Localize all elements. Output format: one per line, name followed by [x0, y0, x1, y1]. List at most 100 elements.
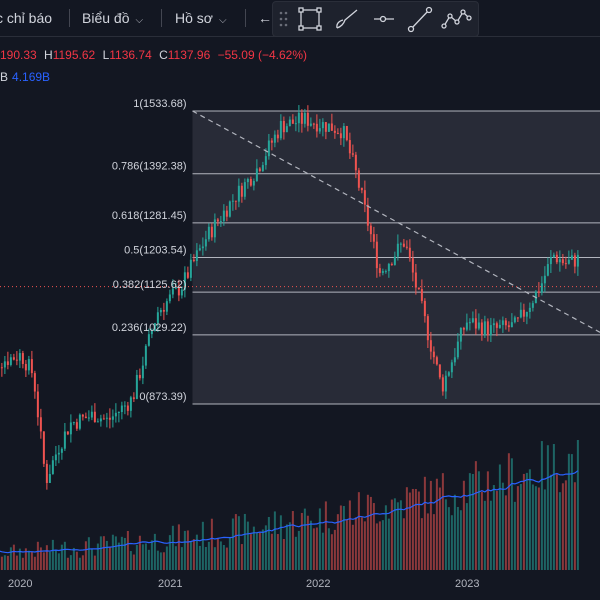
volume-bar — [453, 494, 456, 570]
candle-body — [363, 190, 366, 205]
candle-body — [330, 123, 333, 131]
volume-bar — [369, 496, 372, 570]
candle-body — [471, 318, 474, 323]
candle-body — [408, 247, 411, 259]
volume-bar — [375, 523, 378, 570]
candle-body — [501, 320, 504, 325]
pattern-tool-icon[interactable] — [441, 9, 472, 29]
brush-tool-icon[interactable] — [336, 9, 358, 29]
candle-body — [537, 291, 540, 293]
candle-body — [483, 321, 486, 336]
volume-bar — [459, 510, 462, 570]
volume-bar — [321, 532, 324, 570]
rectangle-tool-icon[interactable] — [298, 7, 322, 31]
candle-body — [126, 405, 129, 411]
fib-level-label: 1(1533.68) — [133, 98, 186, 110]
candle-body — [6, 361, 9, 365]
candle-body — [339, 133, 342, 139]
volume-bar — [528, 469, 531, 570]
candle-body — [426, 316, 429, 341]
volume-moving-average — [0, 470, 579, 554]
fib-level-label: 0.786(1392.38) — [112, 161, 187, 173]
volume-bar — [300, 512, 303, 570]
candle-body — [303, 112, 306, 124]
volume-bar — [240, 544, 243, 570]
candle-body — [150, 330, 153, 335]
candle-body — [12, 357, 15, 360]
candle-body — [132, 397, 135, 399]
drag-handle-icon[interactable] — [279, 11, 288, 27]
volume-bar — [81, 555, 84, 570]
candle-body — [90, 411, 93, 418]
fib-level-lines — [192, 110, 600, 405]
volume-bar — [363, 521, 366, 570]
volume-bar — [129, 551, 132, 570]
candle-body — [429, 340, 432, 352]
candle-body — [312, 123, 315, 125]
volume-bar — [288, 522, 291, 570]
volume-bar — [438, 487, 441, 570]
candle-body — [549, 257, 552, 265]
volume-bar — [225, 547, 228, 570]
volume-bar — [135, 545, 138, 570]
volume-bar — [348, 500, 351, 570]
candle-body — [60, 448, 63, 453]
ohlc-legend: 190.33 H1195.62 L1136.74 C1137.96 −55.09… — [0, 48, 307, 62]
volume-bar — [156, 550, 159, 570]
volume-bar — [222, 544, 225, 570]
chart-type-button[interactable]: Biểu đồ ⌵ — [82, 10, 143, 26]
volume-bar — [204, 547, 207, 570]
volume-bar — [414, 488, 417, 570]
candle-body — [492, 323, 495, 326]
volume-bar — [333, 529, 336, 570]
profile-button[interactable]: Hồ sơ ⌵ — [175, 10, 227, 26]
volume-bar — [153, 533, 156, 570]
volume-bar — [201, 521, 204, 570]
indicators-button[interactable]: c chỉ báo — [0, 10, 52, 26]
candle-body — [288, 119, 291, 127]
candle-body — [39, 417, 42, 432]
candle-body — [369, 225, 372, 235]
candle-body — [561, 259, 564, 264]
volume-bar — [462, 480, 465, 570]
volume-bar — [267, 516, 270, 570]
candle-body — [63, 431, 66, 449]
candle-body — [342, 126, 345, 139]
volume-bar — [57, 553, 60, 570]
candle-body — [366, 204, 369, 226]
volume-bar — [297, 530, 300, 570]
volume-bar — [3, 555, 6, 570]
candle-body — [372, 234, 375, 242]
candle-body — [447, 372, 450, 376]
candle-body — [387, 263, 390, 272]
trend-line-tool-icon[interactable] — [407, 6, 433, 33]
back-arrow-icon[interactable]: ← — [258, 10, 272, 26]
candle-body — [273, 134, 276, 143]
volume-legend: B 4.169B — [0, 70, 50, 84]
candle-body — [189, 259, 192, 278]
x-tick-label: 2022 — [306, 578, 331, 590]
horizontal-line-tool-icon[interactable] — [374, 15, 394, 23]
volume-bar — [549, 474, 552, 570]
volume-bar — [330, 534, 333, 570]
candle-body — [162, 309, 165, 312]
candle-body — [180, 289, 183, 296]
candle-body — [129, 397, 132, 411]
candle-body — [138, 374, 141, 379]
volume-bar — [492, 485, 495, 570]
candle-body — [237, 185, 240, 202]
volume-bar — [111, 534, 114, 570]
volume-bar — [63, 541, 66, 570]
volume-bar — [381, 520, 384, 570]
high-key: H — [44, 48, 53, 62]
candle-body — [192, 259, 195, 262]
volume-bar — [501, 482, 504, 570]
candle-body — [459, 327, 462, 342]
candle-body — [432, 351, 435, 358]
volume-bar — [411, 488, 414, 570]
candle-body — [375, 241, 378, 269]
candle-body — [567, 259, 570, 264]
volume-bar — [339, 505, 342, 570]
fib-level-label: 0.236(1029.22) — [112, 322, 187, 334]
